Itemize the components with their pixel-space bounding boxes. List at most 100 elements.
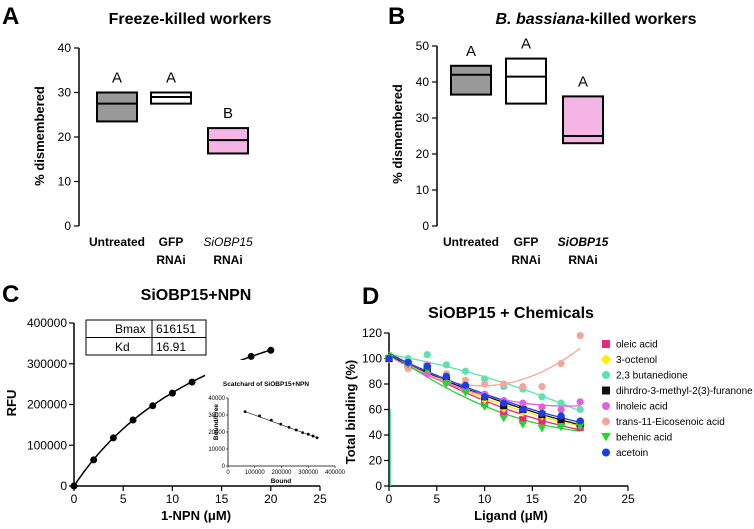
- point-4: [557, 405, 565, 414]
- binding-point: [109, 434, 117, 442]
- point-7: [442, 372, 450, 380]
- point-2: [576, 405, 584, 414]
- panel-d-xlabel: Ligand (μM): [474, 508, 548, 523]
- point-7: [404, 358, 412, 366]
- y-tick-label: 200000: [27, 398, 67, 412]
- point-7: [500, 399, 508, 407]
- inset-y-tick-label: 20000: [208, 430, 225, 436]
- x-tick-label: 20: [264, 492, 278, 506]
- point-2: [481, 375, 489, 383]
- point-7: [576, 417, 584, 425]
- inset-point: [311, 434, 315, 438]
- point-5: [557, 360, 565, 368]
- box-0: [450, 64, 492, 96]
- y-tick-label: 20: [369, 454, 383, 468]
- panel-d-legend: oleic acid 3-octenol 2,3 butanedione dihrdr…: [600, 340, 753, 459]
- inset-xlabel: Bound: [271, 478, 292, 485]
- binding-point: [70, 482, 78, 490]
- x-tick-label: 5: [433, 492, 440, 506]
- point-7: [557, 412, 565, 420]
- point-4: [576, 398, 584, 406]
- panel-a-xtick-gfp-rnai: RNAi: [156, 253, 185, 267]
- box-0: [96, 91, 138, 123]
- panel-d-title: SiOBP15 + Chemicals: [428, 305, 594, 322]
- point-2: [557, 399, 565, 407]
- point-2: [461, 367, 470, 375]
- binding-point: [188, 378, 196, 386]
- y-tick-label: 0: [60, 479, 67, 493]
- y-tick-label: 30: [58, 86, 72, 100]
- panel-c-results-table: Bmax 616151 Kd 16.91: [85, 319, 207, 356]
- x-tick-label: 15: [215, 492, 229, 506]
- point-3: [557, 416, 565, 424]
- y-tick-label: 0: [422, 219, 429, 233]
- inset-x-tick-label: 400000: [325, 470, 346, 476]
- binding-point: [168, 389, 176, 397]
- point-5: [519, 382, 527, 391]
- table-label-kd: Kd: [115, 340, 130, 354]
- table-label-bmax: Bmax: [115, 322, 146, 336]
- point-4: [519, 399, 527, 407]
- inset-x-tick-label: 300000: [298, 470, 319, 476]
- legend-marker-7: [602, 448, 610, 457]
- point-6: [575, 422, 585, 431]
- panel-a-ylabel: % dismembered: [32, 86, 47, 186]
- legend-label-1: 3-octenol: [616, 355, 657, 366]
- panel-b-title: B. bassiana-killed workers: [496, 11, 697, 28]
- point-7: [519, 405, 527, 414]
- panel-a-xtick-untreated: Untreated: [89, 235, 145, 249]
- panel-b-xtick-siobp15: SiOBP15: [558, 235, 609, 249]
- panel-a-xtick-siobp15: SiOBP15: [203, 235, 253, 249]
- point-5: [461, 376, 470, 384]
- y-tick-label: 60: [369, 403, 383, 417]
- legend-marker-0: [602, 340, 610, 348]
- point-7: [385, 354, 393, 363]
- legend-label-2: 2,3 butanedione: [616, 371, 688, 382]
- inset-background: [205, 360, 333, 447]
- y-tick-label: 80: [369, 377, 383, 391]
- x-tick-label: 10: [166, 492, 180, 506]
- panel-label-a: A: [2, 3, 19, 30]
- point-6: [556, 423, 566, 432]
- x-tick-label: 25: [621, 492, 635, 506]
- y-tick-label: 50: [416, 39, 430, 53]
- legend-marker-6: [601, 433, 611, 442]
- point-0: [519, 416, 527, 424]
- x-tick-label: 0: [386, 492, 393, 506]
- x-tick-label: 25: [313, 492, 327, 506]
- inset-point: [258, 414, 261, 418]
- legend-label-4: linoleic acid: [616, 402, 668, 413]
- inset-y-tick-label: 40000: [208, 396, 225, 402]
- binding-point: [129, 416, 137, 424]
- x-tick-label: 5: [120, 492, 127, 506]
- significance-letter-1: A: [521, 36, 531, 53]
- inset-point: [306, 432, 310, 436]
- legend-marker-1: [600, 354, 612, 365]
- inset-y-tick-label: 0: [222, 464, 226, 470]
- point-5: [481, 380, 489, 388]
- significance-letter-1: A: [166, 70, 176, 87]
- panel-c-xlabel: 1-NPN (μM): [161, 508, 231, 523]
- point-7: [538, 409, 546, 417]
- panel-d-chart: Total binding (%) Ligand (μM) 0 5 10 15 20 25…: [343, 326, 753, 523]
- point-6: [499, 414, 509, 423]
- panel-d-ylabel: Total binding (%): [343, 360, 358, 464]
- point-2: [442, 361, 450, 369]
- point-6: [537, 425, 547, 433]
- inset-point: [287, 425, 291, 429]
- legend-marker-4: [602, 402, 610, 410]
- inset-y-tick-label: 10000: [208, 447, 225, 453]
- legend-label-5: trans-11-Eicosenoic acid: [616, 417, 725, 428]
- y-tick-label: 40: [369, 428, 383, 442]
- inset-ylabel: Bound/Free: [213, 404, 220, 440]
- box-1: [150, 91, 192, 105]
- legend-label-3: dihrdro-3-methyl-2(3)-furanone: [616, 386, 753, 397]
- panel-c-ylabel: RFU: [4, 390, 19, 417]
- inset-point: [315, 436, 319, 440]
- panel-label-d: D: [362, 283, 379, 310]
- significance-letter-2: A: [578, 73, 588, 90]
- inset-point: [301, 431, 305, 435]
- y-tick-label: 100000: [27, 438, 67, 452]
- point-6: [480, 403, 489, 411]
